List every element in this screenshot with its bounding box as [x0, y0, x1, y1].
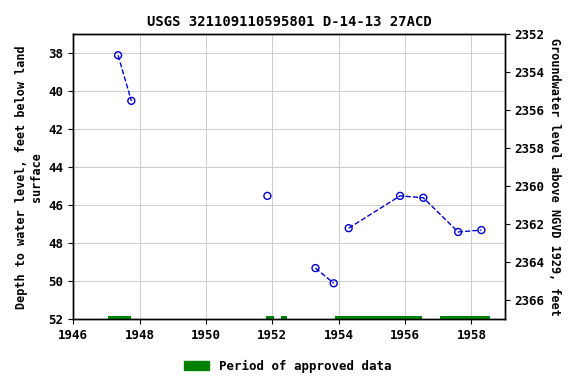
Bar [108, 316, 131, 323]
Y-axis label: Depth to water level, feet below land
surface: Depth to water level, feet below land su… [15, 45, 43, 309]
Bar [266, 316, 274, 323]
Title: USGS 321109110595801 D-14-13 27ACD: USGS 321109110595801 D-14-13 27ACD [146, 15, 431, 29]
Point [344, 225, 353, 231]
Point [127, 98, 136, 104]
Point [311, 265, 320, 271]
Point [113, 52, 123, 58]
Legend: Period of approved data: Period of approved data [179, 355, 397, 378]
Bar [335, 316, 422, 323]
Point [419, 195, 428, 201]
Bar [281, 316, 287, 323]
Point [453, 229, 463, 235]
Bar [440, 316, 490, 323]
Point [477, 227, 486, 233]
Point [263, 193, 272, 199]
Y-axis label: Groundwater level above NGVD 1929, feet: Groundwater level above NGVD 1929, feet [548, 38, 561, 316]
Point [396, 193, 405, 199]
Point [329, 280, 338, 286]
